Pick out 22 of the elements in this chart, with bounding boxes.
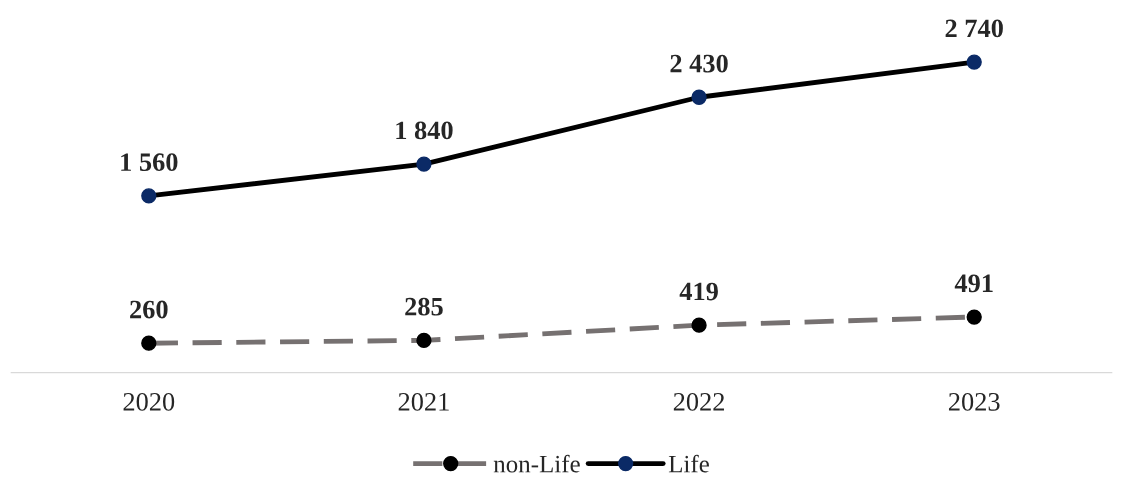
x-tick-label: 2023 bbox=[948, 392, 1000, 411]
data-label: 260 bbox=[130, 300, 168, 319]
data-label: 2 430 bbox=[670, 54, 728, 73]
point bbox=[966, 54, 982, 70]
data-label: 1 560 bbox=[121, 153, 178, 172]
data-label: 419 bbox=[679, 282, 718, 301]
x-tick-label: 2022 bbox=[673, 392, 724, 411]
point bbox=[141, 188, 157, 204]
data-label: 2 740 bbox=[945, 19, 1003, 38]
data-label: 1 840 bbox=[396, 121, 453, 140]
point bbox=[691, 89, 707, 105]
point bbox=[966, 309, 982, 325]
point bbox=[416, 332, 432, 349]
x-tick-label: 2021 bbox=[398, 392, 449, 411]
legend-label: non-Life bbox=[493, 454, 580, 473]
point bbox=[141, 335, 157, 351]
legend-label: Life bbox=[668, 454, 709, 473]
x-tick-label: 2020 bbox=[123, 392, 175, 411]
point bbox=[416, 156, 432, 172]
data-label: 491 bbox=[954, 274, 993, 293]
point bbox=[691, 317, 707, 333]
data-label: 285 bbox=[405, 297, 443, 316]
